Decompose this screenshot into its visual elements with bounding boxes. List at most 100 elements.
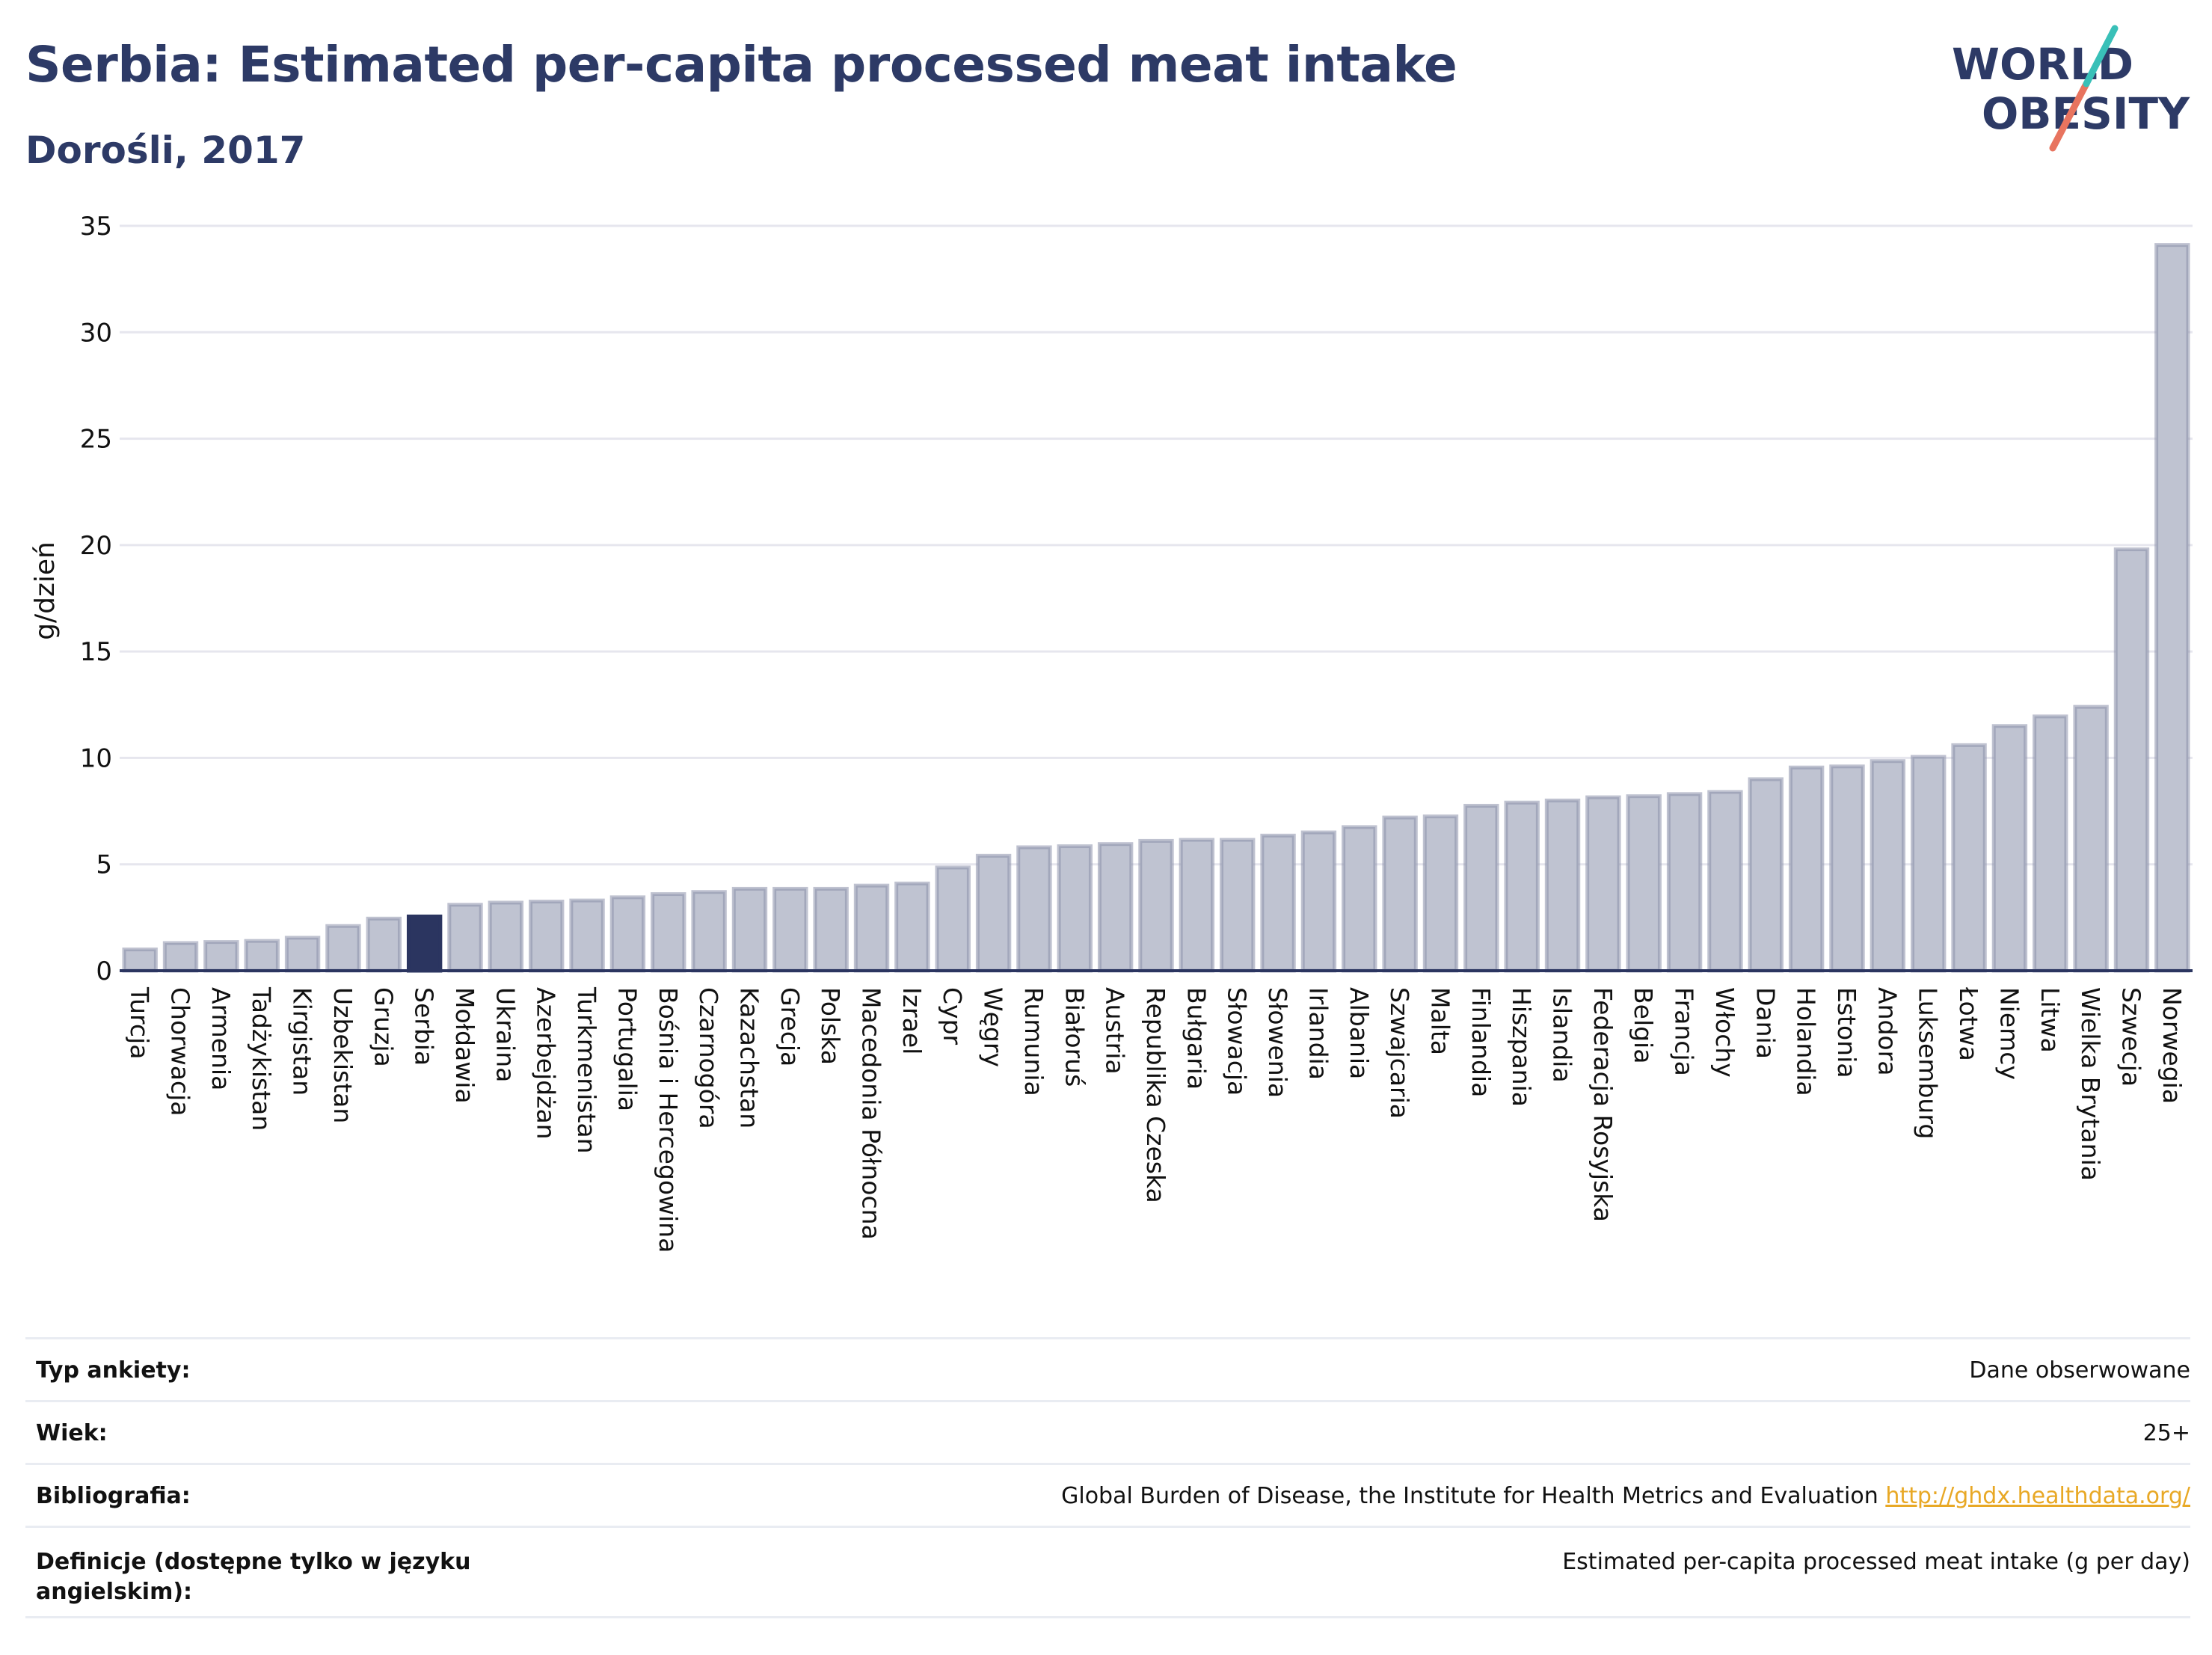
bar-gruzja[interactable] xyxy=(366,916,402,973)
bar-bułgaria[interactable] xyxy=(1179,838,1215,973)
bar-uzbekistan[interactable] xyxy=(325,924,361,973)
x-tick-label: Białoruś xyxy=(1060,987,1089,1087)
bar-estonia[interactable] xyxy=(1829,764,1865,973)
world-obesity-logo: WORLD OBESITY xyxy=(1952,22,2199,157)
y-tick-label: 35 xyxy=(80,212,112,242)
x-tick-label: Armenia xyxy=(206,987,236,1090)
bar-belgia[interactable] xyxy=(1626,794,1662,973)
x-tick-label: Hiszpania xyxy=(1507,987,1536,1107)
bar-białoruś[interactable] xyxy=(1057,844,1093,973)
bar-niemcy[interactable] xyxy=(1991,724,2028,973)
info-key: Definicje (dostępne tylko w języku angie… xyxy=(36,1549,471,1605)
bar-albania[interactable] xyxy=(1342,825,1377,973)
bar-finlandia[interactable] xyxy=(1463,803,1499,973)
bar-cypr[interactable] xyxy=(935,865,971,973)
bar-szwecja[interactable] xyxy=(2113,547,2150,973)
bar-irlandia[interactable] xyxy=(1300,830,1337,973)
y-axis-label: g/dzień xyxy=(30,541,61,640)
bibliography-text: Global Burden of Disease, the Institute … xyxy=(1061,1483,1878,1509)
info-key: Wiek: xyxy=(36,1420,108,1446)
x-tick-label: Belgia xyxy=(1629,987,1658,1063)
info-key: Bibliografia: xyxy=(36,1483,191,1509)
bar-federacja-rosyjska[interactable] xyxy=(1585,795,1621,973)
category-labels: Turcja Chorwacja Armenia Tadżykistan Kirgist… xyxy=(125,986,2187,1253)
logo-slash-icon xyxy=(2049,25,2119,152)
bar-austria[interactable] xyxy=(1097,842,1134,973)
logo-line-2: OBESITY xyxy=(1982,88,2190,139)
x-tick-label: Holandia xyxy=(1792,987,1821,1096)
x-tick-label: Finlandia xyxy=(1466,987,1496,1097)
info-table: Typ ankiety: Dane obserwowane Wiek: 25+ … xyxy=(25,1337,2190,1618)
bars xyxy=(120,243,2193,973)
bar-portugalia[interactable] xyxy=(609,895,646,973)
x-tick-label: Wielka Brytania xyxy=(2076,987,2105,1181)
bar-turkmenistan[interactable] xyxy=(569,898,605,973)
x-tick-label: Kirgistan xyxy=(288,987,317,1096)
bar-azerbejdżan[interactable] xyxy=(529,900,565,973)
x-tick-label: Izrael xyxy=(897,987,927,1054)
bar-turcja[interactable] xyxy=(122,948,158,973)
bar-ukraina[interactable] xyxy=(488,900,524,973)
x-tick-label: Uzbekistan xyxy=(328,987,357,1123)
bar-bośnia-i-hercegowina[interactable] xyxy=(651,892,686,973)
bar-czarnogóra[interactable] xyxy=(691,890,727,973)
bar-kirgistan[interactable] xyxy=(284,936,321,973)
x-tick-label: Mołdawia xyxy=(450,987,479,1104)
y-tick-label: 25 xyxy=(80,425,112,455)
bar-kazachstan[interactable] xyxy=(731,886,768,973)
bar-słowacja[interactable] xyxy=(1220,838,1256,973)
x-tick-label: Austria xyxy=(1101,987,1130,1075)
bar-wielka-brytania[interactable] xyxy=(2073,704,2109,973)
bar-armenia[interactable] xyxy=(203,940,239,973)
bar-islandia[interactable] xyxy=(1544,798,1581,973)
bar-łotwa[interactable] xyxy=(1951,743,1987,973)
x-tick-label: Czarnogóra xyxy=(694,987,723,1129)
bar-malta[interactable] xyxy=(1422,814,1459,973)
x-tick-label: Turkmenistan xyxy=(572,986,601,1154)
bar-serbia[interactable] xyxy=(406,914,443,973)
x-tick-label: Francja xyxy=(1670,987,1699,1076)
bar-dania[interactable] xyxy=(1748,777,1784,973)
bar-luksemburg[interactable] xyxy=(1911,755,1947,973)
bar-słowenia[interactable] xyxy=(1260,833,1296,973)
x-tick-label: Włochy xyxy=(1710,987,1739,1078)
x-tick-label: Rumunia xyxy=(1019,987,1048,1096)
x-tick-label: Słowenia xyxy=(1263,987,1292,1098)
bar-macedonia-północna[interactable] xyxy=(853,883,890,973)
bar-holandia[interactable] xyxy=(1788,765,1825,973)
y-tick-label: 15 xyxy=(80,637,112,667)
x-tick-label: Republika Czeska xyxy=(1141,987,1170,1203)
bar-węgry[interactable] xyxy=(975,853,1012,973)
chart-subtitle: Dorośli, 2017 xyxy=(25,129,306,172)
x-tick-label: Federacja Rosyjska xyxy=(1588,987,1617,1222)
bar-hiszpania[interactable] xyxy=(1504,800,1540,973)
bar-republika-czeska[interactable] xyxy=(1138,838,1174,973)
bar-mołdawia[interactable] xyxy=(447,903,483,973)
bar-tadżykistan[interactable] xyxy=(244,939,280,973)
bar-szwajcaria[interactable] xyxy=(1382,815,1418,973)
bar-norwegia[interactable] xyxy=(2154,243,2190,973)
x-tick-label: Chorwacja xyxy=(166,987,195,1116)
bar-włochy[interactable] xyxy=(1707,790,1743,973)
bar-polska[interactable] xyxy=(813,886,849,973)
info-row-survey: Typ ankiety: Dane obserwowane xyxy=(25,1337,2190,1400)
bibliography-link[interactable]: http://ghdx.healthdata.org/ xyxy=(1885,1483,2190,1509)
bar-chorwacja[interactable] xyxy=(162,941,199,973)
bar-grecja[interactable] xyxy=(772,886,808,973)
x-tick-label: Kazachstan xyxy=(734,987,764,1129)
bar-francja[interactable] xyxy=(1666,792,1703,973)
x-tick-label: Węgry xyxy=(979,987,1008,1067)
x-tick-label: Azerbejdżan xyxy=(532,987,561,1140)
bar-rumunia[interactable] xyxy=(1016,845,1052,973)
x-tick-label: Albania xyxy=(1345,987,1374,1079)
x-tick-label: Polska xyxy=(816,987,845,1065)
x-tick-label: Norwegia xyxy=(2157,987,2187,1104)
info-value: Estimated per-capita processed meat inta… xyxy=(1562,1549,2190,1575)
y-tick-label: 10 xyxy=(80,743,112,773)
x-tick-label: Macedonia Północna xyxy=(857,987,886,1240)
bar-andora[interactable] xyxy=(1870,759,1906,973)
bar-izrael[interactable] xyxy=(894,881,930,973)
bar-litwa[interactable] xyxy=(2033,714,2068,973)
bar-chart: 0 5 10 15 20 25 30 35 Turcja Chorwacja Armenia Tad… xyxy=(30,212,2193,1253)
info-row-bibliography: Bibliografia: Global Burden of Disease, … xyxy=(25,1463,2190,1526)
